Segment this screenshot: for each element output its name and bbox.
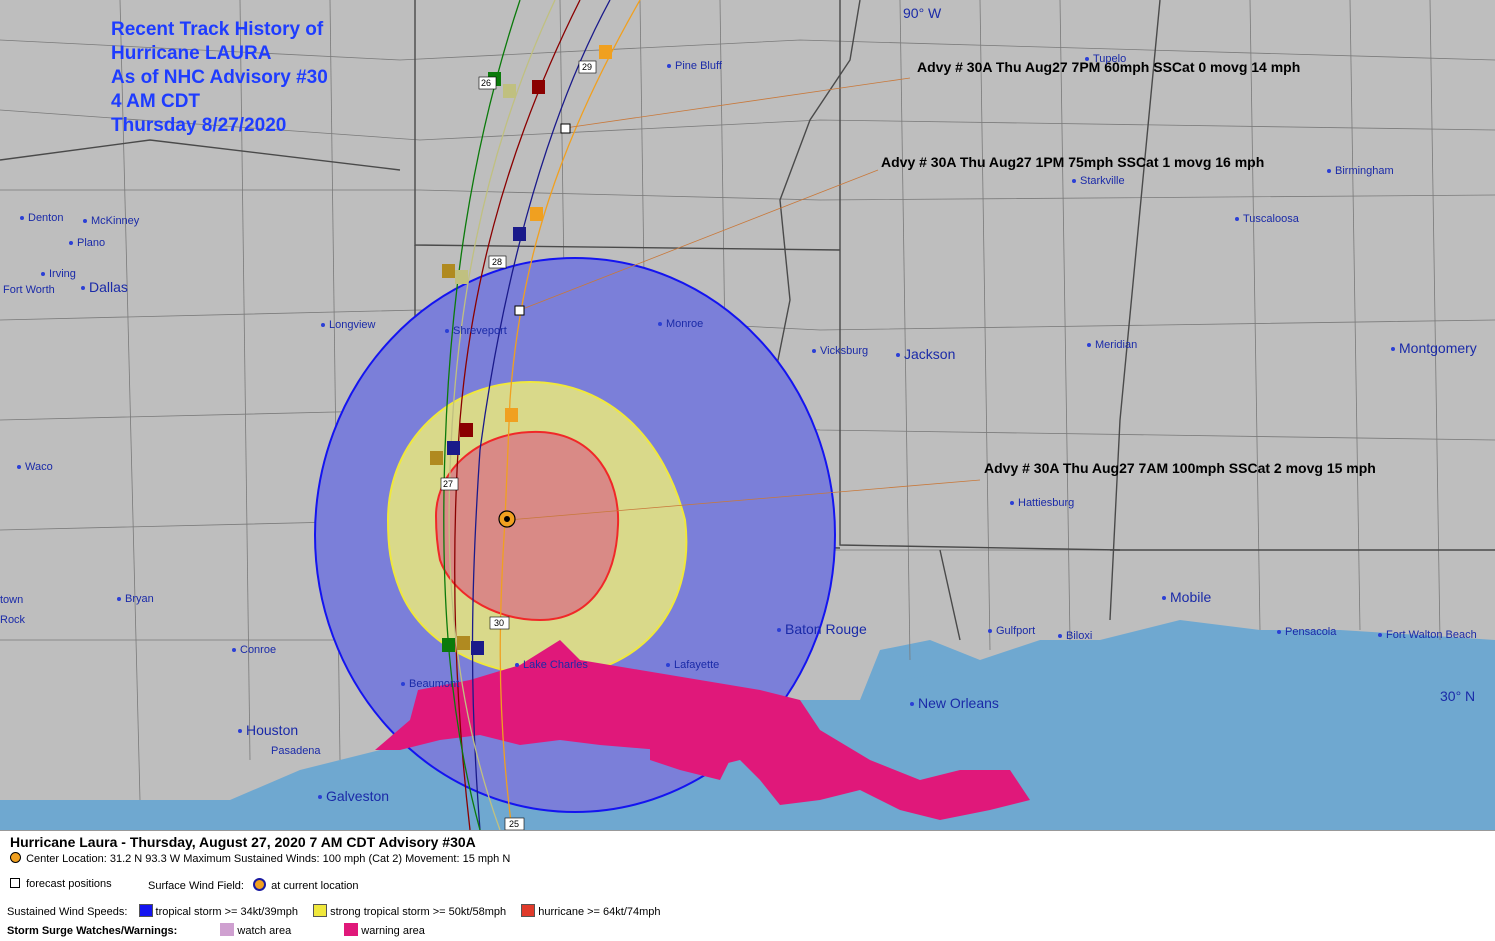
city-label: Jackson: [896, 346, 955, 362]
position-marker: [460, 423, 473, 437]
position-marker: [513, 227, 526, 241]
city-label: Starkville: [1072, 175, 1125, 187]
longitude-label: 90° W: [903, 5, 942, 21]
city-label: town: [0, 594, 24, 606]
current-location-marker: [498, 510, 516, 528]
city-label: Tuscaloosa: [1235, 213, 1299, 225]
city-label: Hattiesburg: [1010, 497, 1074, 509]
lake-pontchartrain: [900, 670, 990, 705]
city-label: Houston: [238, 722, 298, 738]
track-number: 28: [492, 257, 502, 267]
forecast-position-icon: [10, 878, 20, 888]
city-label: Irving: [41, 268, 76, 280]
city-label: Waco: [17, 461, 53, 473]
position-marker: [530, 207, 543, 221]
position-marker: [599, 45, 612, 59]
city-label: Denton: [20, 212, 63, 224]
city-label: Plano: [69, 237, 105, 249]
map-title-line: Hurricane LAURA: [111, 43, 272, 64]
city-label: Mobile: [1162, 589, 1211, 605]
track-number: 25: [509, 819, 519, 829]
position-marker: [442, 638, 455, 652]
city-label: Tupelo: [1085, 53, 1126, 65]
hurricane-map: 26 29 28 27 30 25 Recent Track History o…: [0, 0, 1495, 830]
forecast-position-marker: [514, 305, 525, 316]
current-location-icon: [10, 852, 21, 863]
track-number-boxes: 26 29 28 27 30 25: [440, 60, 597, 830]
tropical-storm-swatch: [138, 904, 153, 917]
position-marker: [532, 80, 545, 94]
warning-area-swatch: [344, 923, 359, 936]
position-marker: [503, 84, 516, 98]
city-label: Galveston: [318, 788, 389, 804]
city-label: Meridian: [1087, 339, 1137, 351]
city-label: Vicksburg: [812, 345, 868, 357]
position-marker: [505, 408, 518, 422]
city-label: Birmingham: [1327, 165, 1394, 177]
city-label: Conroe: [232, 644, 276, 656]
city-label: Pensacola: [1277, 626, 1336, 638]
position-marker: [430, 451, 443, 465]
city-label: Lake Charles: [515, 659, 588, 671]
map-legend: Hurricane Laura - Thursday, August 27, 2…: [0, 830, 1495, 941]
hurricane-swatch: [521, 904, 536, 917]
advisory-label-7am: Advy # 30A Thu Aug27 7AM 100mph SSCat 2 …: [984, 460, 1376, 476]
legend-headline: Hurricane Laura - Thursday, August 27, 2…: [10, 834, 476, 850]
position-marker: [447, 441, 460, 455]
city-label: Beaumont: [401, 678, 459, 690]
position-marker: [442, 264, 455, 278]
legend-storm-surge: Storm Surge Watches/Warnings: watch area…: [7, 923, 425, 937]
city-label: Rock: [0, 614, 26, 626]
legend-forecast-positions: forecast positions: [10, 878, 112, 890]
map-title: Recent Track History of Hurricane LAURA …: [111, 18, 328, 138]
track-positions: [430, 45, 612, 655]
track-number: 29: [582, 62, 592, 72]
track-number: 26: [481, 78, 491, 88]
legend-center-info: Center Location: 31.2 N 93.3 W Maximum S…: [10, 852, 510, 865]
city-label: Biloxi: [1058, 630, 1092, 642]
advisory-leader-lines: [507, 77, 981, 521]
storm-surge-warning-area: [375, 640, 1030, 820]
map-title-line: 4 AM CDT: [111, 91, 201, 112]
advisory-label-1pm: Advy # 30A Thu Aug27 1PM 75mph SSCat 1 m…: [881, 154, 1265, 170]
storm-surge-warning-patch: [650, 740, 730, 780]
city-label: Baton Rouge: [777, 621, 867, 637]
track-number: 30: [494, 618, 504, 628]
position-marker: [457, 636, 470, 650]
city-label: Fort Worth: [3, 284, 55, 296]
city-label: Bryan: [117, 593, 154, 605]
city-label: Monroe: [658, 318, 703, 330]
latitude-label: 30° N: [1440, 688, 1476, 704]
map-canvas: 26 29 28 27 30 25: [0, 0, 1495, 830]
city-label: New Orleans: [910, 695, 999, 711]
legend-sustained-wind: Sustained Wind Speeds: tropical storm >=…: [7, 904, 661, 918]
city-label: Shreveport: [445, 325, 507, 337]
hurricane-wind-field: [434, 430, 620, 622]
city-label: Montgomery: [1391, 340, 1477, 356]
city-label: Pine Bluff: [667, 60, 722, 72]
map-title-line: As of NHC Advisory #30: [111, 67, 328, 88]
strong-tropical-storm-swatch: [313, 904, 328, 917]
city-label: Dallas: [81, 279, 128, 295]
forecast-position-marker: [560, 123, 571, 134]
legend-surface-wind-field: Surface Wind Field: at current location: [148, 878, 359, 892]
current-location-icon: [253, 878, 267, 891]
position-marker: [455, 270, 468, 284]
city-label: McKinney: [83, 215, 139, 227]
city-label: Longview: [321, 319, 375, 331]
track-lines: [443, 0, 641, 830]
city-label: Gulfport: [988, 625, 1035, 637]
map-title-line: Recent Track History of: [111, 19, 324, 40]
watch-area-swatch: [220, 923, 235, 936]
city-label: Pasadena: [271, 745, 321, 757]
track-number: 27: [443, 479, 453, 489]
map-title-line: Thursday 8/27/2020: [111, 115, 287, 136]
city-label: Lafayette: [666, 659, 719, 671]
advisory-label-7pm: Advy # 30A Thu Aug27 7PM 60mph SSCat 0 m…: [917, 59, 1301, 75]
city-label: Fort Walton Beach: [1378, 629, 1477, 641]
position-marker: [471, 641, 484, 655]
